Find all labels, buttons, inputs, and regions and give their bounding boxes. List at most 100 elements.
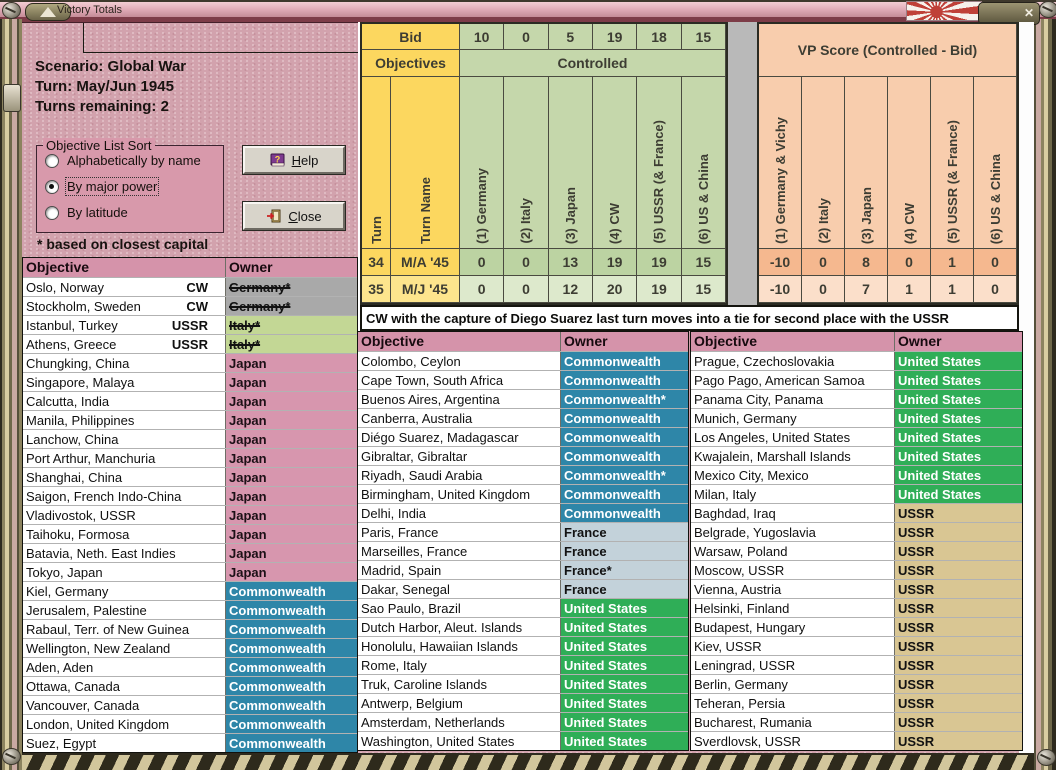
objective-row: Istanbul, Turkey USSR Italy* [23,315,357,334]
owner-cell: Japan [225,449,357,467]
owner-cell: United States [560,675,688,693]
objective-row: Panama City, Panama United States [691,389,1022,408]
owner-cell: Commonwealth [560,371,688,389]
objective-cell: Sverdlovsk, USSR [691,732,894,750]
groupbox-label: Objective List Sort [43,138,155,153]
vp-power-column-header: (3) Japan [845,77,888,249]
close-button[interactable]: Close [242,201,346,231]
objective-cell: Berlin, Germany [691,675,894,693]
objective-cell: Ottawa, Canada [23,677,225,695]
owner-cell: Japan [225,525,357,543]
objective-name: Buenos Aires, Argentina [361,391,500,407]
power-column-header-label: (3) Japan [562,186,578,244]
owner-cell: Japan [225,487,357,505]
objective-name: Chungking, China [26,355,130,371]
objective-name: Istanbul, Turkey [26,317,118,333]
objective-name: Saigon, French Indo-China [26,488,182,504]
vp-power-column-header-label: (1) Germany & Vichy [772,117,788,244]
turn-label: Turn: May/Jun 1945 [35,78,174,95]
bid-value-cell: 19 [592,24,638,50]
controlled-value-cell: 20 [592,276,638,303]
owner-cell: USSR [894,675,1022,693]
vp-power-column-header-label: (4) CW [901,202,917,244]
objective-row: Prague, Czechoslovakia United States [691,351,1022,370]
owner-cell: France* [560,561,688,579]
vp-power-column-header: (6) US & China [974,77,1017,249]
owner-cell: United States [560,732,688,750]
objective-row: Birmingham, United Kingdom Commonwealth [358,484,688,503]
objective-name: Belgrade, Yugoslavia [694,524,816,540]
objective-name: Gibraltar, Gibraltar [361,448,468,464]
power-column-header-label: (2) Italy [518,198,534,244]
objective-row: Taihoku, Formosa Japan [23,524,357,543]
turn-name-column-header: Turn Name [391,77,460,249]
objective-name: Oslo, Norway [26,279,105,295]
objective-cell: Aden, Aden [23,658,225,676]
owner-cell: United States [894,390,1022,408]
vp-score-table: VP Score (Controlled - Bid) (1) Germany &… [757,22,1019,305]
objective-row: Chungking, China Japan [23,353,357,372]
radio-button-icon[interactable] [45,179,59,194]
radio-button-icon[interactable] [45,153,59,168]
owner-cell: Commonwealth* [560,390,688,408]
list-header-row: Objective Owner [358,332,688,351]
sort-option-2[interactable]: By latitude [37,201,223,224]
objective-cell: Vladivostok, USSR [23,506,225,524]
turn-column-header: Turn [362,77,391,249]
objective-row: Sverdlovsk, USSR USSR [691,731,1022,750]
owner-cell: Commonwealth [560,504,688,522]
owner-column-header: Owner [894,332,1022,351]
objective-name: Helsinki, Finland [694,600,790,616]
objective-cell: Helsinki, Finland [691,599,894,617]
objective-name: Shanghai, China [26,469,123,485]
objective-cell: Calcutta, India [23,392,225,410]
sort-option-1[interactable]: By major power [37,175,223,198]
panel-divider-line [83,52,361,53]
objective-row: Manila, Philippines Japan [23,410,357,429]
objective-cell: Kiev, USSR [691,637,894,655]
objective-cell: Mexico City, Mexico [691,466,894,484]
vp-power-column-header: (1) Germany & Vichy [759,77,802,249]
objective-cell: Saigon, French Indo-China [23,487,225,505]
objective-cell: Dakar, Senegal [358,580,560,598]
turn-name-column-header-label: Turn Name [417,177,433,244]
owner-cell: United States [894,447,1022,465]
owner-cell: Italy* [225,316,357,334]
controlled-value-cell: 15 [681,276,726,303]
power-column-header-label: (6) US & China [695,153,711,244]
list-header-row: Objective Owner [691,332,1022,351]
objective-name: Warsaw, Poland [694,543,788,559]
objective-row: Stockholm, Sweden CW Germany* [23,296,357,315]
sort-option-0[interactable]: Alphabetically by name [37,149,223,172]
power-column-header: (5) USSR (& France) [637,77,682,249]
radio-option-label: By latitude [67,205,128,220]
objective-row: Batavia, Neth. East Indies Japan [23,543,357,562]
owner-cell: Japan [225,392,357,410]
owner-cell: Italy* [225,335,357,353]
objective-name: Aden, Aden [26,659,94,675]
objective-name: Riyadh, Saudi Arabia [361,467,483,483]
vp-value-cell: 0 [974,276,1017,303]
objective-cell: Kiel, Germany [23,582,225,600]
title-bar [0,0,1056,17]
objective-name: Prague, Czechoslovakia [694,353,835,369]
power-column-header: (1) Germany [460,77,505,249]
system-menu-button[interactable] [25,3,71,21]
objective-name: Lanchow, China [26,431,119,447]
objective-row: Colombo, Ceylon Commonwealth [358,351,688,370]
radio-button-icon[interactable] [45,205,59,220]
objective-row: Helsinki, Finland USSR [691,598,1022,617]
objective-list-middle: Objective Owner Colombo, Ceylon Commonwealt… [357,331,689,751]
objective-cell: Marseilles, France [358,542,560,560]
turn-column-header-label: Turn [368,216,384,244]
owner-cell: USSR [894,580,1022,598]
help-button[interactable]: ? Help [242,145,346,175]
objective-name: Manila, Philippines [26,412,135,428]
objective-name: Amsterdam, Netherlands [361,714,505,730]
objective-cell: Diégo Suarez, Madagascar [358,428,560,446]
objective-cell: Oslo, Norway CW [23,278,225,296]
objective-row: Washington, United States United States [358,731,688,750]
bid-value-cell: 0 [504,24,549,50]
objective-cell: Cape Town, South Africa [358,371,560,389]
